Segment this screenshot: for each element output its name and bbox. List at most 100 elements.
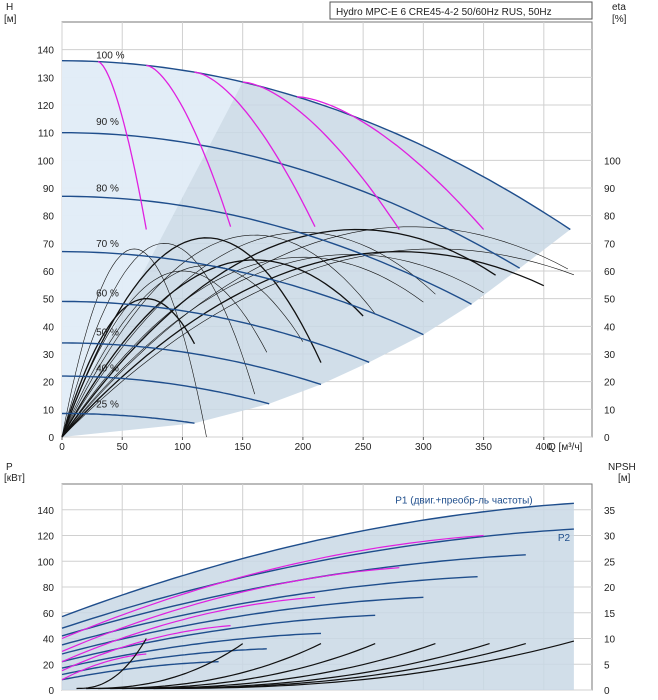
y-tick-label: 120	[37, 532, 54, 543]
y-tick-label: 30	[43, 350, 55, 361]
x-tick-label: 0	[59, 442, 65, 453]
speed-label: 25 %	[96, 399, 119, 410]
x-tick-label: 200	[295, 442, 312, 453]
head-curve	[61, 250, 424, 336]
speed-label: 90 %	[96, 117, 119, 128]
npsh-axis-unit: [м]	[618, 473, 631, 484]
speed-label: 80 %	[96, 184, 119, 195]
power-iso-curve	[61, 596, 316, 663]
y-tick-label: 130	[37, 73, 54, 84]
power-curve	[61, 528, 574, 629]
x-tick-label: 250	[355, 442, 372, 453]
power-axis-label: P	[6, 462, 13, 473]
speed-label: 100 %	[96, 51, 124, 62]
y-tick-label: 20	[43, 660, 55, 671]
eta-curve	[61, 265, 304, 438]
chart-title-box	[329, 1, 593, 20]
power-iso-curve	[61, 567, 400, 652]
power-area-fill	[62, 503, 574, 690]
iso-curve	[296, 96, 485, 230]
power-curve	[61, 502, 574, 618]
y-tick-label: 140	[37, 46, 54, 57]
power-operating-area	[62, 503, 574, 690]
power-curves: P1 (двиг.+преобр-ль частоты) P2	[61, 494, 575, 690]
x-tick-label: 50	[117, 442, 129, 453]
flow-axis-label: Q [м³/ч]	[548, 442, 583, 453]
series-label: P2	[558, 533, 571, 544]
eta-curve	[61, 228, 496, 438]
iso-curve	[146, 64, 232, 227]
operating-area	[62, 60, 571, 437]
eta-curve	[61, 237, 322, 438]
y2-tick-label: 100	[604, 156, 621, 167]
y2-tick-label: 10	[604, 405, 616, 416]
iso-curve	[194, 71, 316, 227]
x-tick-label: 300	[415, 442, 432, 453]
y-tick-label: 50	[43, 295, 55, 306]
power-iso-curve	[61, 625, 231, 672]
head-curve	[62, 412, 195, 424]
iso-curve	[97, 61, 147, 230]
power-curve	[61, 632, 322, 669]
eta-curve	[61, 254, 484, 438]
head-curve	[62, 195, 472, 305]
x-tick-label: 350	[475, 442, 492, 453]
head-efficiency-chart: 100 %90 %80 %70 %60 %50 %40 %25 % 0 50 100…	[4, 1, 627, 453]
head-axis-unit: [м]	[4, 14, 17, 25]
y2-tick-label: 90	[604, 184, 616, 195]
power-iso-curve	[61, 653, 147, 681]
y2-tick-label: 5	[604, 660, 610, 671]
y-tick-label: 100	[37, 156, 54, 167]
series-label: P1 (двиг.+преобр-ль частоты)	[395, 494, 532, 506]
eta-axis-label: eta	[612, 2, 626, 13]
head-curve	[62, 132, 521, 269]
eta-curve	[61, 248, 575, 438]
speed-label: 60 %	[96, 289, 119, 300]
y-tick-label: 60	[43, 267, 55, 278]
y2-tick-label: 0	[604, 433, 610, 444]
y2-tick-label: 60	[604, 267, 616, 278]
y2-tick-label: 0	[604, 686, 610, 697]
power-curve	[61, 661, 219, 681]
y2-tick-label: 35	[604, 506, 616, 517]
y2-tick-label: 30	[604, 350, 616, 361]
y-tick-label: 0	[48, 686, 54, 697]
y2-tick-label: 15	[604, 609, 616, 620]
y2-tick-label: 50	[604, 295, 616, 306]
y2-tick-label: 40	[604, 322, 616, 333]
npsh-axis-label: NPSH	[608, 462, 636, 473]
iso-curve	[242, 81, 400, 230]
y-tick-label: 60	[43, 609, 55, 620]
eta-curve	[61, 256, 424, 438]
head-curve	[62, 342, 322, 386]
x-tick-label: 100	[174, 442, 191, 453]
npsh-curve	[153, 640, 575, 690]
head-curve	[61, 300, 370, 363]
y-tick-label: 10	[43, 405, 55, 416]
eta-curve	[61, 250, 545, 438]
y2-tick-label: 20	[604, 378, 616, 389]
low-flow-area	[62, 60, 243, 437]
y2-tick-label: 30	[604, 532, 616, 543]
y-tick-label: 0	[48, 433, 54, 444]
power-axis-ticks: 0 20 40 60 80 100 120 140 0 5 10 15 20 25 30 35	[37, 506, 615, 697]
head-axis-ticks: 0 50 100 150 200 250 300 350 4000102030405060708…	[37, 46, 621, 453]
speed-label: 50 %	[96, 327, 119, 338]
eta-curve	[61, 259, 364, 438]
y-tick-label: 120	[37, 101, 54, 112]
x-tick-label: 400	[535, 442, 552, 453]
y-tick-label: 80	[43, 583, 55, 594]
head-axis-label: H	[6, 2, 13, 13]
chart-title: Hydro MPC-E 6 CRE45-4-2 50/60Hz RUS, 50H…	[336, 7, 552, 18]
y2-tick-label: 80	[604, 212, 616, 223]
y2-tick-label: 25	[604, 557, 616, 568]
eta-curve	[61, 243, 255, 438]
head-curve	[62, 375, 270, 405]
eta-axis-unit: [%]	[612, 14, 627, 25]
eta-curve	[61, 248, 207, 438]
y-tick-label: 40	[43, 322, 55, 333]
speed-label: 40 %	[96, 363, 119, 374]
y-tick-label: 90	[43, 184, 55, 195]
power-curve	[61, 596, 424, 655]
